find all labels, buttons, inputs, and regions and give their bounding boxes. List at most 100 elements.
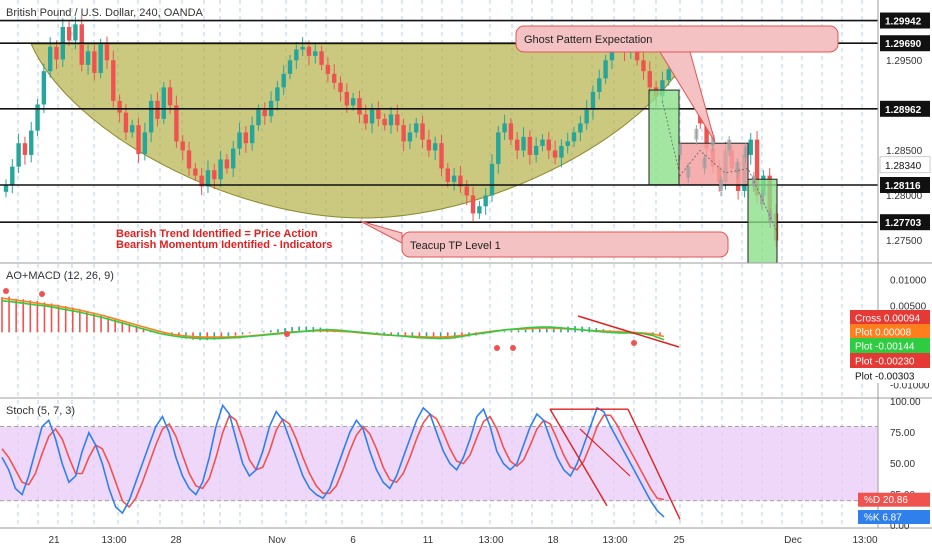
candle-body [338,82,343,92]
candle-body [155,100,160,119]
candle-body [508,123,514,140]
candle-body [275,87,280,101]
candle-body [458,175,463,187]
candle-body [647,71,652,88]
price-tick-label: 1.28500 [886,146,923,157]
candle-body [597,78,602,92]
time-tick-label: 13:00 [478,535,503,546]
time-tick-label: 13:00 [101,535,126,546]
candle-body [205,170,211,187]
time-tick-label: 11 [423,535,434,546]
symbol-title: British Pound / U.S. Dollar, 240, OANDA [6,7,204,19]
stoch-trendline-a [549,408,608,507]
candle-body [243,132,249,144]
candle-body [376,109,381,119]
candle-body [281,73,286,88]
macd-divergence-trendline [577,315,680,348]
stoch-tick-label: 50.00 [890,459,915,470]
candle-body [193,168,198,176]
candle-body [369,109,375,124]
candle-body [395,114,400,126]
candle-body [313,51,318,56]
macd-value-label: Plot -0.00230 [855,357,915,368]
price-level-badge [880,12,930,29]
stoch-d-line [1,412,665,509]
time-tick-label: Nov [268,535,286,546]
candle-body [41,71,47,105]
candle-body [357,98,362,115]
macd-cross-dot [510,345,516,351]
price-level-badge [880,214,930,231]
candle-body [489,163,495,196]
projection-green-box-1 [648,89,680,186]
stoch-panel [0,403,878,520]
candle-body [142,132,148,155]
candle-body [237,132,242,149]
candle-body [224,159,230,169]
candle-body [571,132,577,142]
stoch-k-line [1,403,665,518]
macd-tick-label: 0.01000 [890,275,927,286]
stoch-trendline-c [579,428,631,477]
candle-body [16,143,21,167]
ghost-callout-box [515,25,839,53]
candle-body [704,123,709,149]
candle-body [161,87,166,119]
time-tick-label: 13:00 [602,535,627,546]
time-tick-label: Dec [784,535,802,546]
candle-body [477,206,482,214]
candle-body [603,60,608,79]
candle-body [10,166,15,185]
candle-body [515,139,520,151]
ghost-callout: Ghost Pattern Expectation [515,25,839,143]
candle-body [73,24,78,41]
macd-panel [1,288,680,351]
candle-body [578,123,583,133]
time-tick-label: 6 [350,535,356,546]
current-price-label: 1.28340 [885,161,922,172]
candle-body [521,136,526,151]
macd-cross-dot [631,340,637,346]
macd-cross-dot [284,331,290,337]
candle-body [167,87,173,106]
candle-body [388,114,394,126]
candle-body [451,175,457,182]
stoch-tick-label: 0.00 [890,521,910,532]
stoch-tick-label: 100.00 [890,397,921,408]
candle-body [218,159,223,180]
bearish-trend-text: Bearish Trend Identified = Price Action [116,228,318,240]
candle-body [66,27,72,41]
price-level-badge-label: 1.27703 [885,218,922,229]
candle-body [306,46,312,56]
candle-body [414,123,419,133]
macd-value-label: Plot -0.00303 [855,372,915,383]
price-tick-label: 1.29500 [886,56,923,67]
candle-body [754,139,760,196]
current-price-badge [879,156,931,174]
stoch-value-label: %K 6.87 [864,513,902,524]
candle-body [325,64,331,74]
macd-cross-dot [3,288,9,294]
candle-body [445,168,451,182]
teacup-callout-text: Teacup TP Level 1 [410,240,501,252]
candle-body [420,123,425,140]
candle-body [300,46,305,50]
candle-body [136,125,141,155]
macd-value-badge [850,338,930,353]
candle-body [319,51,324,65]
candle-body [559,145,564,158]
stoch-value-badge [858,492,930,507]
candle-body [287,60,293,74]
candle-body [540,139,545,146]
candle-body [231,148,236,169]
candle-body [174,105,179,142]
candle-body [54,46,59,60]
candle-body [426,139,432,151]
candle-body [212,170,217,180]
stoch-title: Stoch (5, 7, 3) [6,405,75,417]
candle-body [256,109,261,126]
stoch-tick-label: 75.00 [890,428,915,439]
macd-title: AO+MACD (12, 26, 9) [6,270,114,282]
candle-body [249,125,255,144]
